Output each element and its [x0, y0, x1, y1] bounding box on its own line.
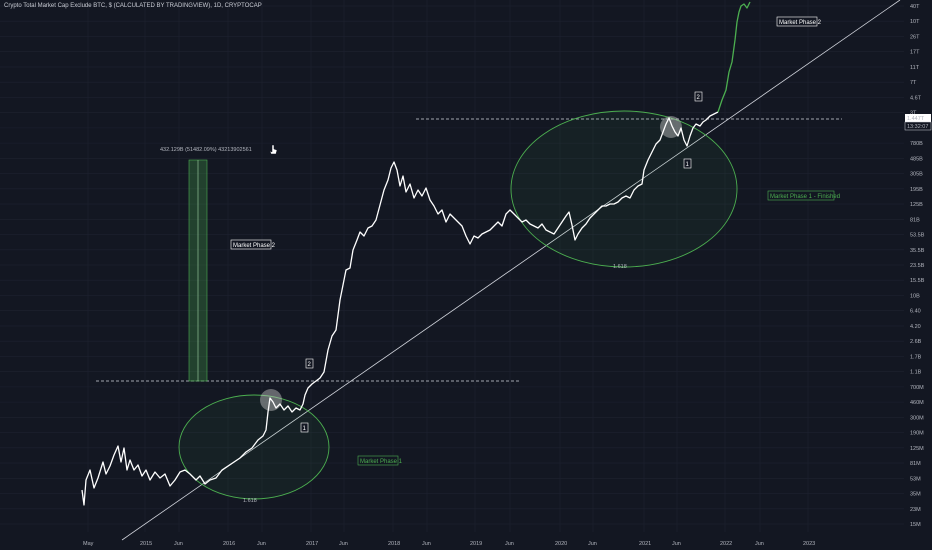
- x-tick-label: 2022: [720, 541, 732, 547]
- x-tick-label: Jun: [422, 541, 431, 547]
- y-tick-label: 6.40: [910, 309, 921, 315]
- y-tick-label: 81B: [910, 217, 920, 223]
- svg-text:2: 2: [308, 362, 312, 368]
- y-tick-label: 1.7B: [910, 354, 922, 360]
- phase1-finished-ellipse: [510, 110, 738, 268]
- wave-2-right: 2: [694, 91, 703, 102]
- measure-label: 432.129B (51482.09%) 43213902561: [160, 147, 252, 153]
- x-tick-label: Jun: [505, 541, 514, 547]
- x-tick-label: Jun: [755, 541, 764, 547]
- x-tick-label: Jun: [257, 541, 266, 547]
- trendline: [121, 0, 901, 541]
- svg-text:1.447T: 1.447T: [907, 116, 925, 122]
- x-tick-label: Jun: [672, 541, 681, 547]
- phase1-ellipse: [178, 394, 330, 500]
- wave-1-right: 1: [683, 158, 692, 169]
- label-market-phase-1: Market Phase 1: [357, 455, 403, 466]
- current-price-tag: 1.447T 13:32:07: [904, 114, 932, 131]
- y-tick-label: 26T: [910, 34, 920, 40]
- svg-text:Market Phase 1 - Finished: Market Phase 1 - Finished: [770, 194, 840, 200]
- label-market-phase-2-left: Market Phase 2: [230, 239, 276, 250]
- x-tick-label: 2015: [140, 541, 152, 547]
- y-tick-label: 300M: [910, 415, 924, 421]
- x-axis: May 2015 Jun 2016 Jun 2017 Jun 2018 Jun 2019 Jun 20…: [83, 541, 815, 547]
- series-line-price: [81, 111, 719, 506]
- svg-text:Market Phase 2: Market Phase 2: [779, 20, 822, 26]
- x-tick-label: Jun: [588, 541, 597, 547]
- y-tick-label: 4.20: [910, 324, 921, 330]
- x-tick-label: 2019: [470, 541, 482, 547]
- y-tick-label: 7T: [910, 80, 917, 86]
- y-tick-label: 10T: [910, 19, 920, 25]
- y-tick-label: 23.5B: [910, 263, 925, 269]
- y-tick-label: 15.5B: [910, 278, 925, 284]
- hand-cursor-icon: [269, 144, 278, 155]
- grid-lines: [0, 0, 904, 532]
- fib-label-left: 1.618: [243, 498, 257, 504]
- label-market-phase-2-right: Market Phase 2: [776, 16, 822, 27]
- x-tick-label: Jun: [174, 541, 183, 547]
- y-tick-label: 17T: [910, 50, 920, 56]
- y-tick-label: 195B: [910, 187, 923, 193]
- y-tick-label: 53M: [910, 476, 921, 482]
- svg-text:Market Phase 2: Market Phase 2: [233, 243, 276, 249]
- y-tick-label: 35.5B: [910, 248, 925, 254]
- y-tick-label: 190M: [910, 431, 924, 437]
- wave-2-left: 2: [305, 358, 314, 369]
- x-tick-label: 2021: [639, 541, 651, 547]
- x-tick-label: Jun: [339, 541, 348, 547]
- y-tick-label: 125M: [910, 446, 924, 452]
- y-axis: 40T10T26T17T11T7T4.6T3T1.9T780B485B305B1…: [910, 4, 925, 528]
- x-tick-label: 2020: [555, 541, 567, 547]
- y-tick-label: 53.5B: [910, 233, 925, 239]
- x-tick-label: 2017: [306, 541, 318, 547]
- y-tick-label: 11T: [910, 65, 920, 71]
- y-tick-label: 780B: [910, 141, 923, 147]
- y-tick-label: 305B: [910, 172, 923, 178]
- fib-label-right: 1.618: [613, 264, 627, 270]
- x-tick-label: 2023: [803, 541, 815, 547]
- y-tick-label: 460M: [910, 400, 924, 406]
- chart-title: Crypto Total Market Cap Exclude BTC, $ (…: [4, 3, 262, 9]
- y-tick-label: 23M: [910, 507, 921, 513]
- svg-text:Market Phase 1: Market Phase 1: [360, 459, 403, 465]
- y-tick-label: 40T: [910, 4, 920, 10]
- svg-text:13:32:07: 13:32:07: [907, 124, 928, 130]
- label-market-phase-1-finished: Market Phase 1 - Finished: [767, 190, 840, 201]
- wave-1-left: 1: [300, 422, 309, 433]
- y-tick-label: 81M: [910, 461, 921, 467]
- top-circle-right: [660, 116, 682, 138]
- x-tick-label: 2016: [223, 541, 235, 547]
- y-tick-label: 4.6T: [910, 95, 922, 101]
- y-tick-label: 1.1B: [910, 370, 922, 376]
- svg-text:1: 1: [686, 162, 690, 168]
- series-line-projection: [717, 1, 751, 113]
- y-tick-label: 10B: [910, 293, 920, 299]
- x-tick-label: May: [83, 541, 94, 547]
- svg-text:2: 2: [697, 95, 701, 101]
- y-tick-label: 125B: [910, 202, 923, 208]
- y-tick-label: 3T: [910, 111, 917, 117]
- y-tick-label: 35M: [910, 492, 921, 498]
- y-tick-label: 700M: [910, 385, 924, 391]
- y-tick-label: 15M: [910, 522, 921, 528]
- y-tick-label: 485B: [910, 156, 923, 162]
- y-tick-label: 2.6B: [910, 339, 922, 345]
- x-tick-label: 2018: [388, 541, 400, 547]
- svg-text:1: 1: [303, 426, 307, 432]
